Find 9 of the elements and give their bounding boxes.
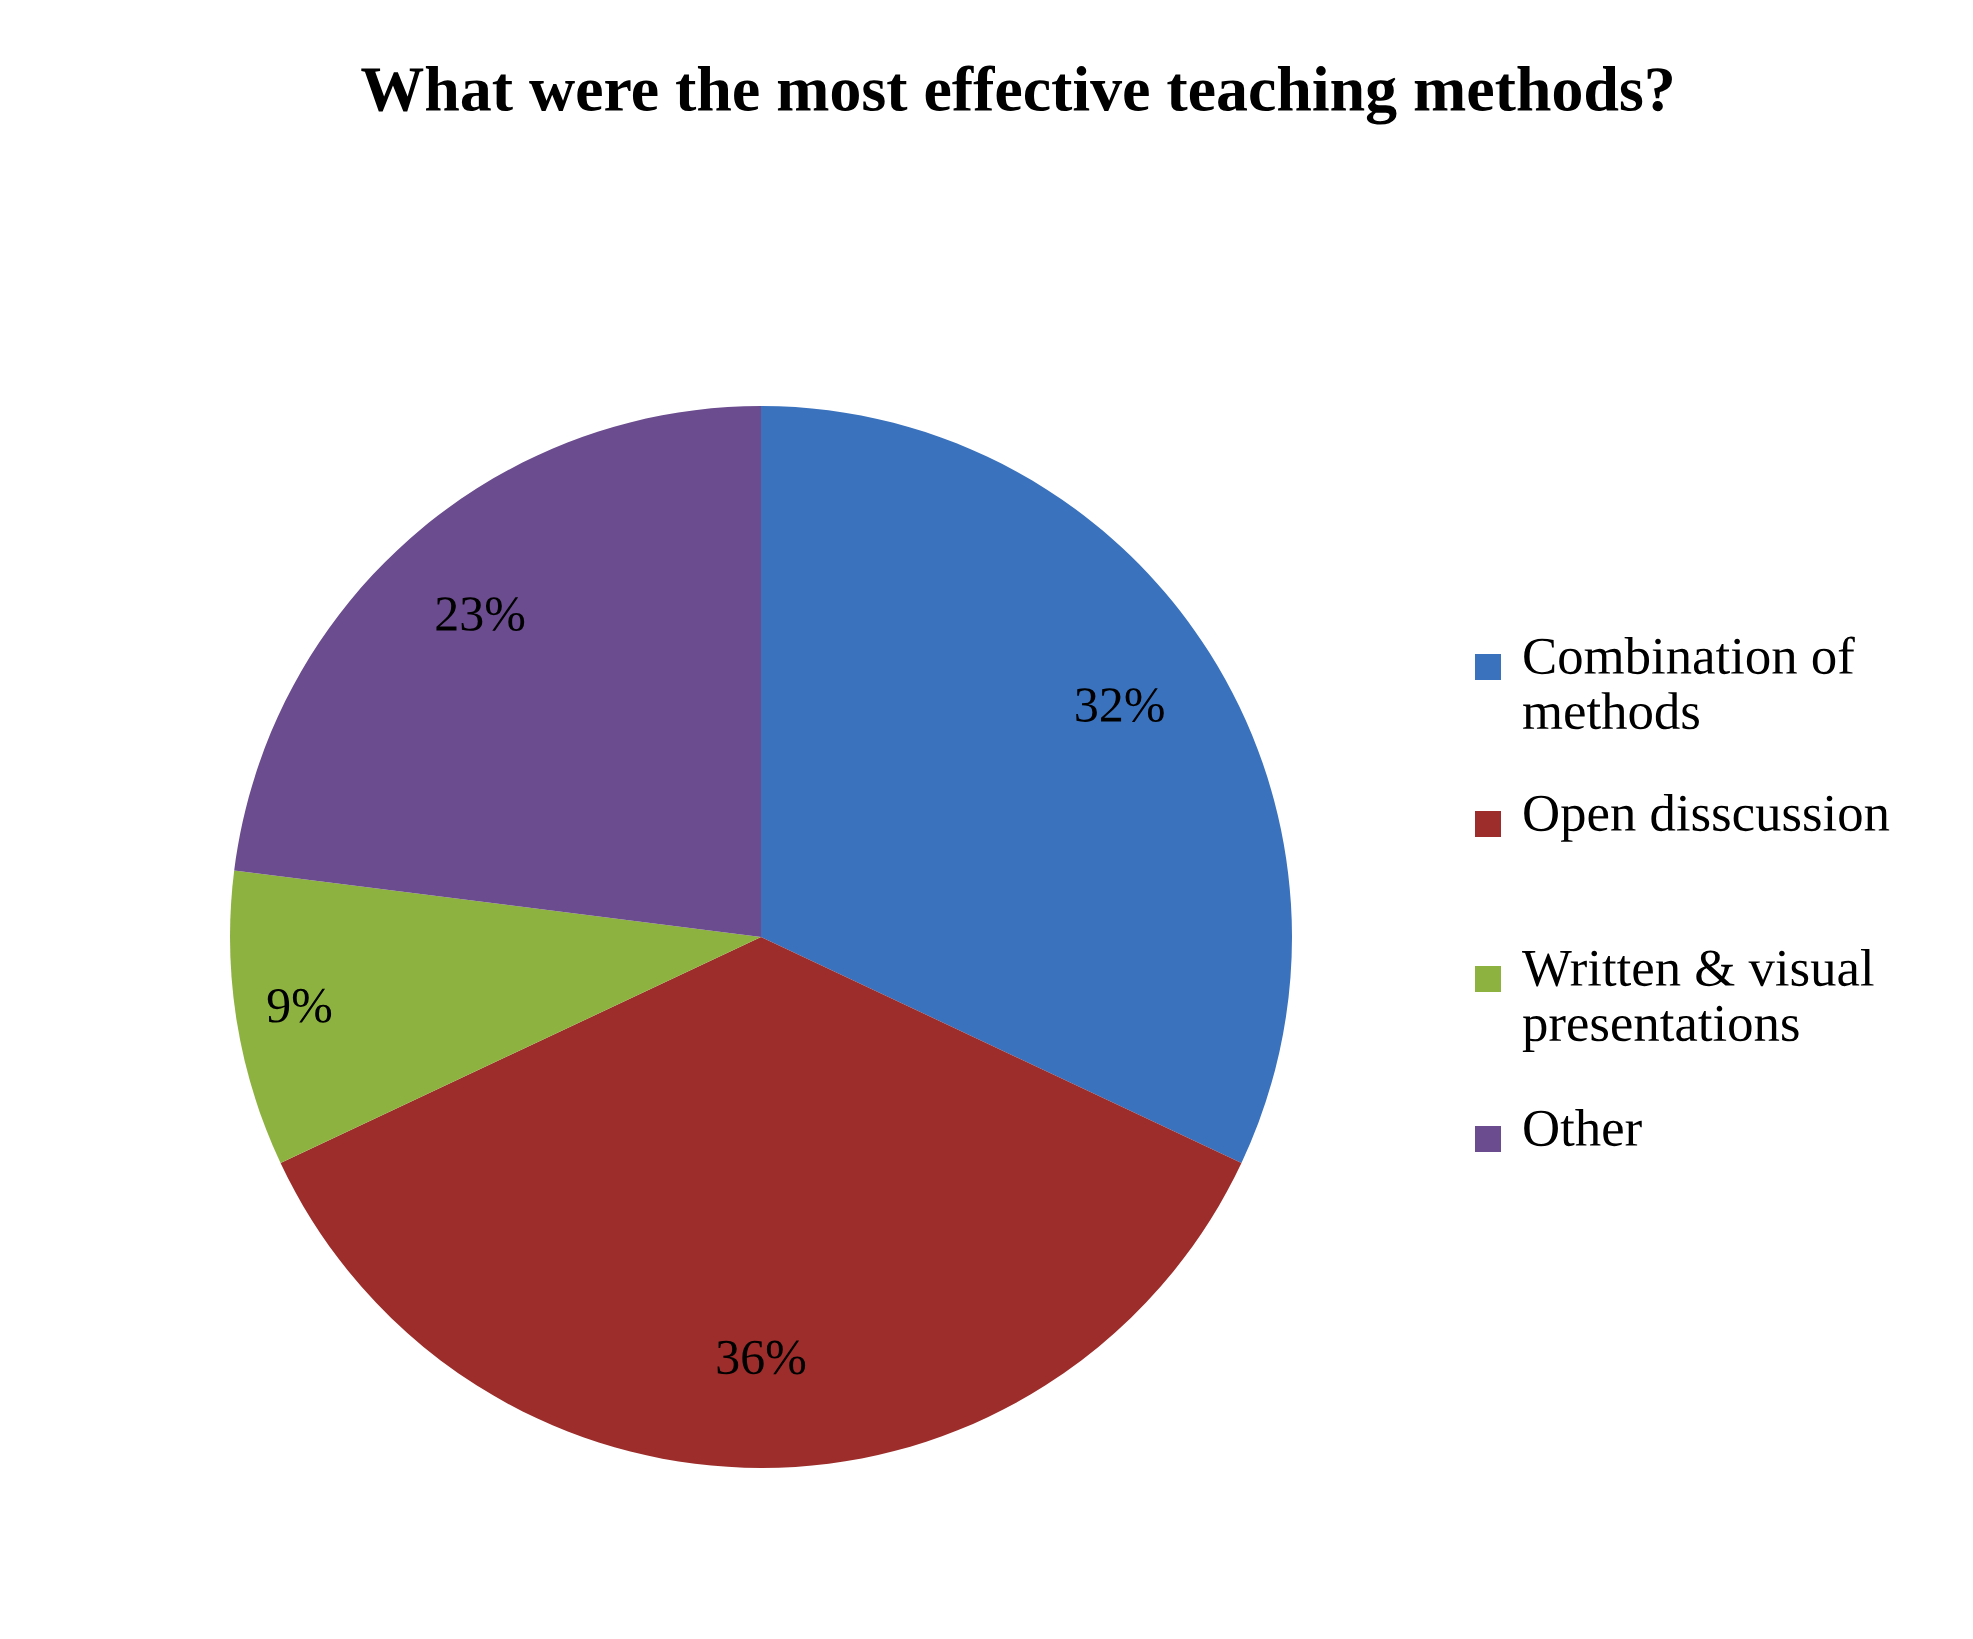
data-label: 36% <box>717 1340 806 1375</box>
data-label: 23% <box>436 597 525 632</box>
legend-label: Open disscussion <box>1524 794 1890 842</box>
chart-title: What were the most effective teaching methods? <box>361 65 1672 125</box>
legend-label: Other <box>1524 1109 1642 1147</box>
data-label: 32% <box>1076 688 1164 723</box>
legend-label: Combination of methods <box>1523 636 1855 730</box>
data-label: 9% <box>267 988 332 1023</box>
legend-label: Written & visual presentations <box>1522 949 1874 1053</box>
